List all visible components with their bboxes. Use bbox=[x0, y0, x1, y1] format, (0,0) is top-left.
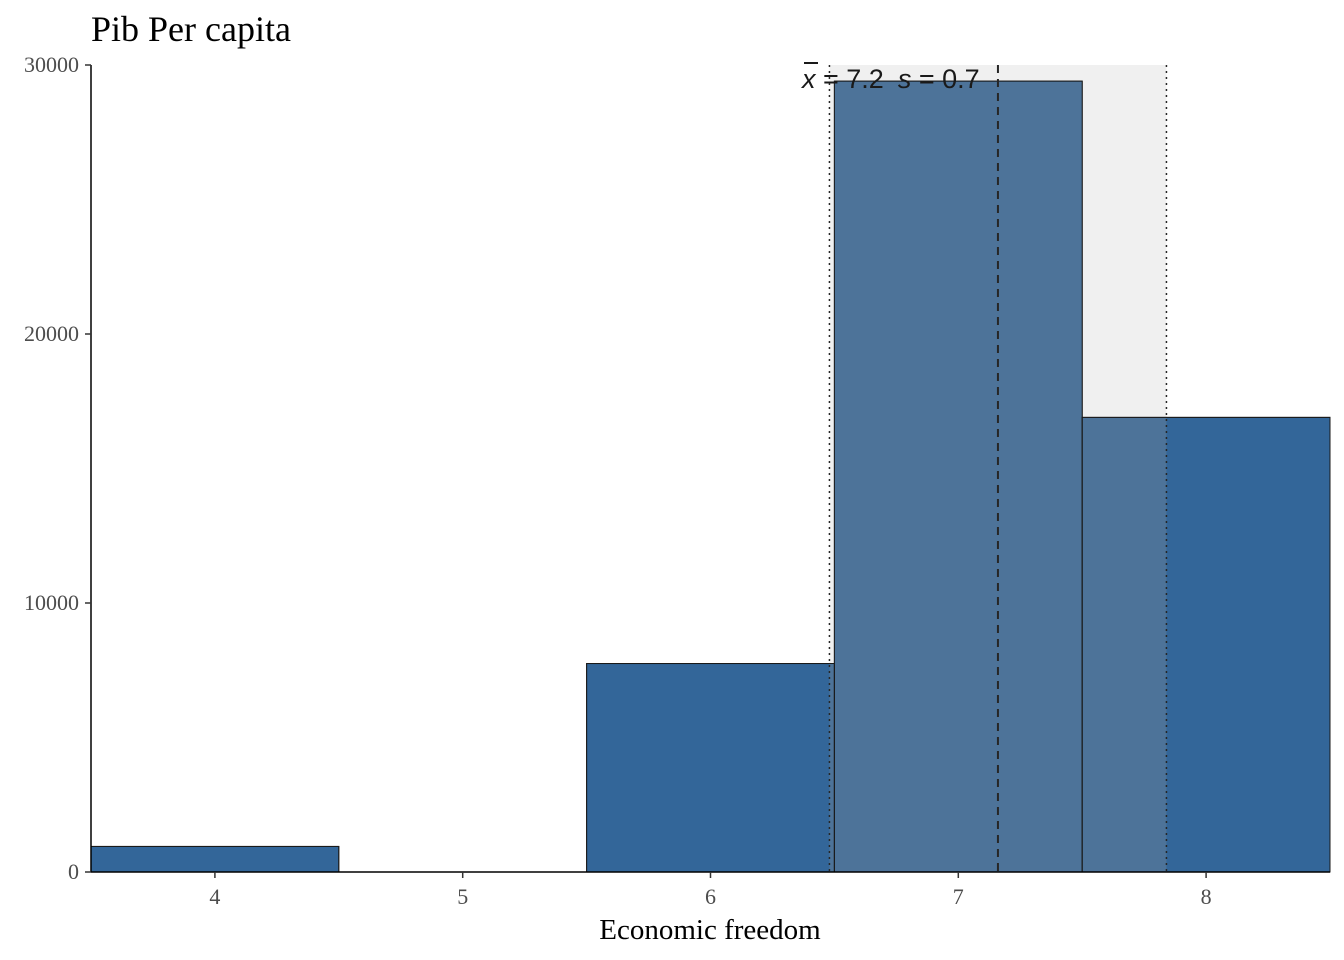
y-tick-label: 20000 bbox=[24, 321, 79, 346]
x-axis-title: Economic freedom bbox=[599, 914, 821, 946]
reference-lines-layer bbox=[828, 65, 1168, 872]
mean-sd-annotation: x = 7.2 s = 0.7 bbox=[800, 64, 980, 94]
histogram-bar bbox=[90, 845, 340, 873]
y-tick-label: 0 bbox=[68, 859, 79, 884]
axes-layer: 0 10000 20000 30000 4 5 6 7 8 bbox=[24, 52, 1330, 909]
bar-band-overlay bbox=[829, 664, 835, 872]
bar-band-overlay bbox=[834, 81, 1083, 872]
x-tick-label: 6 bbox=[705, 884, 716, 909]
y-tick-label: 10000 bbox=[24, 590, 79, 615]
sd-value-text: = 0.7 bbox=[911, 64, 979, 94]
bars-layer bbox=[90, 80, 1331, 873]
bar-band-overlay bbox=[1082, 417, 1167, 872]
chart-title: Pib Per capita bbox=[91, 9, 291, 49]
y-tick-label: 30000 bbox=[24, 52, 79, 77]
mean-symbol: x bbox=[800, 64, 817, 94]
x-tick-label: 8 bbox=[1201, 884, 1212, 909]
x-tick-label: 7 bbox=[953, 884, 964, 909]
x-tick-label: 5 bbox=[457, 884, 468, 909]
mean-value-text: = 7.2 bbox=[816, 64, 884, 94]
histogram-bar bbox=[586, 663, 835, 873]
sd-symbol: s bbox=[898, 64, 912, 94]
x-tick-label: 4 bbox=[209, 884, 220, 909]
